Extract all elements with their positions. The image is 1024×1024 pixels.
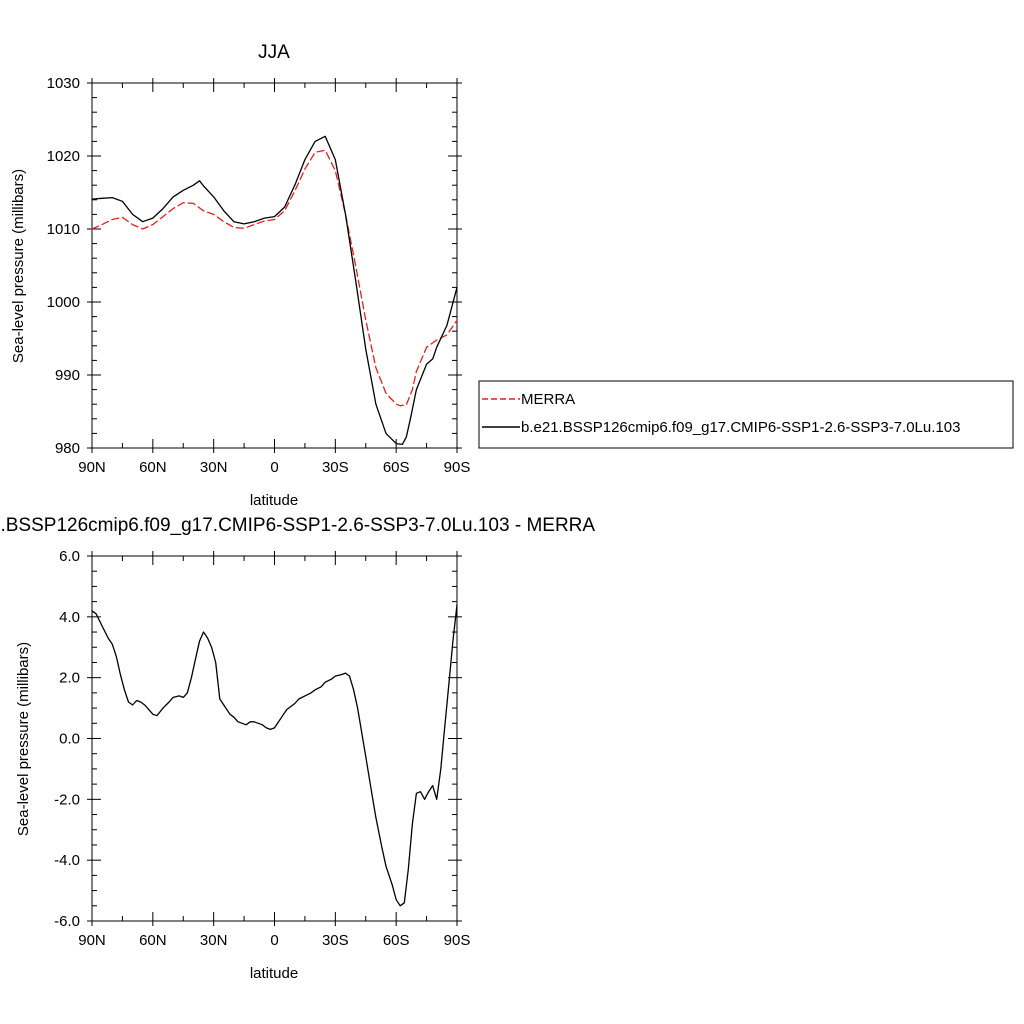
bottom-x-tick-labels: 90N 60N 30N 0 30S 60S 90S [78,932,470,949]
x-tick-label: 30N [200,932,228,949]
top-y-tick-labels: 980 990 1000 1010 1020 1030 [47,75,80,457]
y-tick-label: 6.0 [59,548,80,565]
top-plot-frame [91,82,458,449]
top-chart-title: JJA [258,42,290,63]
bottom-panel: b.e21.BSSP126cmip6.f09_g17.CMIP6-SSP1-2.… [0,515,595,982]
legend-label-merra: MERRA [521,391,575,408]
bottom-y-tick-labels: -6.0 -4.0 -2.0 0.0 2.0 4.0 6.0 [54,548,80,930]
x-tick-label: 0 [270,932,278,949]
y-tick-label: 0.0 [59,731,80,748]
top-y-axis-label: Sea-level pressure (millibars) [10,169,27,363]
bottom-x-axis-label: latitude [250,965,298,982]
y-tick-label: 4.0 [59,609,80,626]
legend-label-model: b.e21.BSSP126cmip6.f09_g17.CMIP6-SSP1-2.… [521,419,960,436]
x-tick-label: 60S [383,459,410,476]
y-tick-label: 1020 [47,148,80,165]
top-series-line-0 [91,149,458,407]
y-tick-label: 1030 [47,75,80,92]
legend: MERRA b.e21.BSSP126cmip6.f09_g17.CMIP6-S… [478,380,1014,449]
y-tick-label: -4.0 [54,852,80,869]
x-tick-label: 90S [444,932,471,949]
x-tick-label: 30S [322,459,349,476]
legend-box [478,380,1014,449]
y-tick-label: -6.0 [54,913,80,930]
top-x-tick-labels: 90N 60N 30N 0 30S 60S 90S [78,459,470,476]
x-tick-label: 90N [78,932,106,949]
x-tick-label: 90N [78,459,106,476]
bottom-y-axis-label: Sea-level pressure (millibars) [15,642,32,836]
y-tick-label: 1000 [47,294,80,311]
top-series-lines [91,135,458,446]
top-x-axis-label: latitude [250,492,298,509]
x-tick-label: 0 [270,459,278,476]
y-tick-label: 990 [55,367,80,384]
x-tick-label: 30N [200,459,228,476]
x-tick-label: 60S [383,932,410,949]
top-tick-marks [87,78,462,453]
top-series-line-1 [91,135,458,446]
bottom-chart-title: b.e21.BSSP126cmip6.f09_g17.CMIP6-SSP1-2.… [0,515,595,536]
x-tick-label: 60N [139,932,167,949]
bottom-series-line-0 [91,604,458,907]
y-tick-label: 980 [55,440,80,457]
x-tick-label: 30S [322,932,349,949]
x-tick-label: 90S [444,459,471,476]
y-tick-label: 2.0 [59,670,80,687]
top-panel: JJA 90N 60N 30N 0 30S 60S 90S 980 990 1000 1010 10… [10,42,470,509]
y-tick-label: -2.0 [54,791,80,808]
x-tick-label: 60N [139,459,167,476]
bottom-series-lines [91,604,458,907]
bottom-plot-frame [91,555,458,922]
bottom-tick-marks [87,551,462,926]
y-tick-label: 1010 [47,221,80,238]
